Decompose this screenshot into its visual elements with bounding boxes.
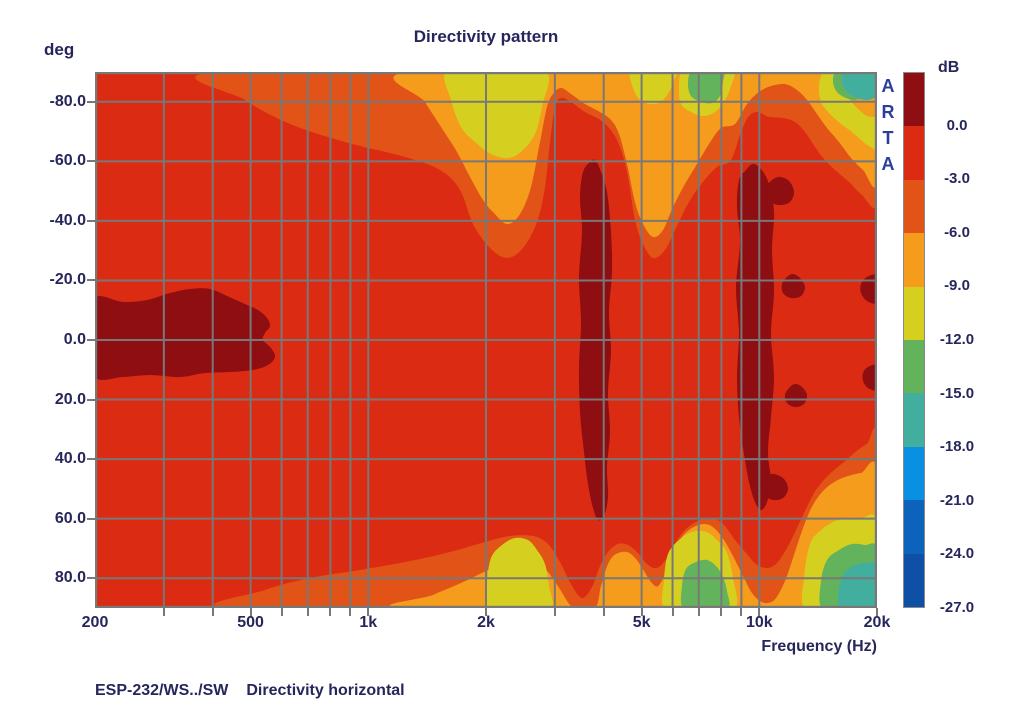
axis-tick-mark	[485, 608, 487, 616]
axis-tick-mark	[367, 608, 370, 616]
directivity-contour-svg	[95, 72, 877, 608]
colorbar-tick-label--27.0: -27.0	[939, 599, 975, 616]
axis-tick-mark	[211, 608, 214, 616]
colorbar-band--9to-12	[904, 286, 924, 341]
colorbar-tick-label--12.0: -12.0	[939, 331, 975, 348]
contour-region-above0-blob-11k-upper	[764, 176, 795, 205]
x-tick-label-2k: 2k	[477, 614, 495, 631]
y-tick-label-80: 80.0	[54, 569, 86, 587]
contour-plot-area	[95, 72, 877, 608]
axis-tick-mark	[249, 608, 252, 616]
axis-tick-mark	[87, 398, 95, 401]
x-tick-label-200: 200	[81, 614, 109, 631]
colorbar-band--24to-27	[904, 553, 924, 608]
axis-tick-mark	[87, 577, 95, 580]
y-tick-label--20: -20.0	[49, 271, 86, 289]
axis-tick-mark	[87, 219, 95, 222]
axis-tick-mark	[640, 608, 643, 616]
colorbar-unit-label: dB	[938, 59, 960, 76]
axis-tick-mark	[87, 160, 95, 163]
colorbar-band--12to-15	[904, 340, 924, 394]
axis-tick-mark	[329, 608, 332, 616]
y-tick-label-0: 0.0	[63, 331, 86, 348]
footer-caption: ESP-232/WS../SW Directivity horizontal	[95, 682, 405, 700]
contour-region-above0-ridge-9k	[735, 163, 775, 510]
axis-tick-mark	[697, 608, 700, 616]
colorbar-band--21to-24	[904, 500, 924, 554]
colorbar-tick-label--18.0: -18.0	[939, 438, 975, 456]
colorbar-tick-label--15.0: -15.0	[939, 384, 975, 402]
y-tick-label--40: -40.0	[49, 211, 86, 229]
colorbar-band-0	[904, 73, 924, 127]
y-tick-label-60: 60.0	[54, 509, 86, 527]
watermark-letter: A	[881, 76, 895, 96]
colorbar-tick-label--3.0: -3.0	[944, 170, 970, 188]
watermark-letter: T	[882, 128, 894, 148]
footer-measurement-label: Directivity horizontal	[246, 682, 405, 699]
axis-tick-mark	[553, 608, 556, 616]
colorbar-band--3to-6	[904, 179, 924, 234]
y-axis-unit-label: deg	[44, 40, 75, 59]
watermark-letter: A	[881, 154, 895, 174]
x-tick-label-500: 500	[237, 614, 264, 631]
contour-region-minus15-corner-top-right	[841, 72, 877, 100]
contour-region-minus15-corner-bottom-right	[837, 561, 877, 608]
contour-region-minus12-patch-7k-top	[688, 72, 725, 104]
axis-tick-mark	[602, 608, 605, 616]
colorbar-band--6to-9	[904, 233, 924, 287]
y-tick-label--80: -80.0	[49, 92, 86, 110]
axis-tick-mark	[349, 608, 352, 616]
contour-region-above0-halfdot-20k-plus10deg	[862, 364, 877, 391]
footer-device-label: ESP-232/WS../SW	[95, 682, 229, 699]
contour-region-above0-dot-12k-plus12deg	[784, 383, 808, 408]
axis-tick-mark	[876, 608, 878, 616]
x-tick-label-10k: 10k	[745, 614, 773, 631]
colorbar-tick-label--21.0: -21.0	[939, 491, 975, 509]
contour-region-minus9-diagonal-15k-top	[818, 72, 877, 150]
axis-tick-mark	[280, 608, 283, 616]
contour-region-above0-halfdot-20k-minus20deg	[860, 274, 877, 304]
gridlines	[95, 72, 877, 608]
contour-region-above0-blob-11k-lower	[760, 473, 789, 501]
chart-title: Directivity pattern	[413, 27, 559, 46]
colorbar-tick-label--6.0: -6.0	[944, 223, 970, 241]
contour-region-minus9-patch-2k-top	[444, 72, 549, 159]
axis-tick-mark	[87, 458, 95, 461]
colorbar-band--18to-21	[904, 446, 924, 501]
axis-tick-mark	[87, 339, 95, 341]
axis-tick-mark	[740, 608, 743, 616]
colorbar-band--15to-18	[904, 393, 924, 447]
contour-region-minus12-patch-7k-bottom	[680, 559, 730, 608]
colorbar-tick-label--24.0: -24.0	[939, 545, 975, 563]
watermark-letter: R	[881, 102, 895, 122]
x-tick-label-5k: 5k	[632, 614, 651, 631]
colorbar-tick-label--9.0: -9.0	[944, 277, 970, 295]
axis-tick-mark	[87, 279, 95, 282]
axis-tick-mark	[87, 517, 95, 520]
axis-tick-mark	[306, 608, 309, 616]
y-tick-label-40: 40.0	[54, 450, 86, 468]
y-tick-label--60: -60.0	[49, 152, 86, 170]
plot-border	[95, 72, 877, 608]
colorbar	[903, 72, 925, 608]
axis-tick-mark	[162, 608, 165, 616]
y-tick-label-20: 20.0	[54, 390, 86, 408]
contour-region-above0-lobe-onaxis-low-freq	[95, 288, 276, 380]
x-axis-title: Frequency (Hz)	[761, 638, 877, 655]
colorbar-band-0to-3	[904, 126, 924, 180]
axis-tick-mark	[87, 100, 95, 103]
colorbar-tick-label-0.0: 0.0	[946, 116, 968, 134]
x-tick-label-20k: 20k	[863, 614, 891, 631]
axis-tick-mark	[758, 608, 761, 616]
axis-tick-mark	[720, 608, 723, 616]
x-tick-label-1k: 1k	[359, 614, 378, 631]
axis-tick-mark	[671, 608, 674, 616]
contour-region-minus9-patch-2k5-bottom	[485, 537, 553, 608]
